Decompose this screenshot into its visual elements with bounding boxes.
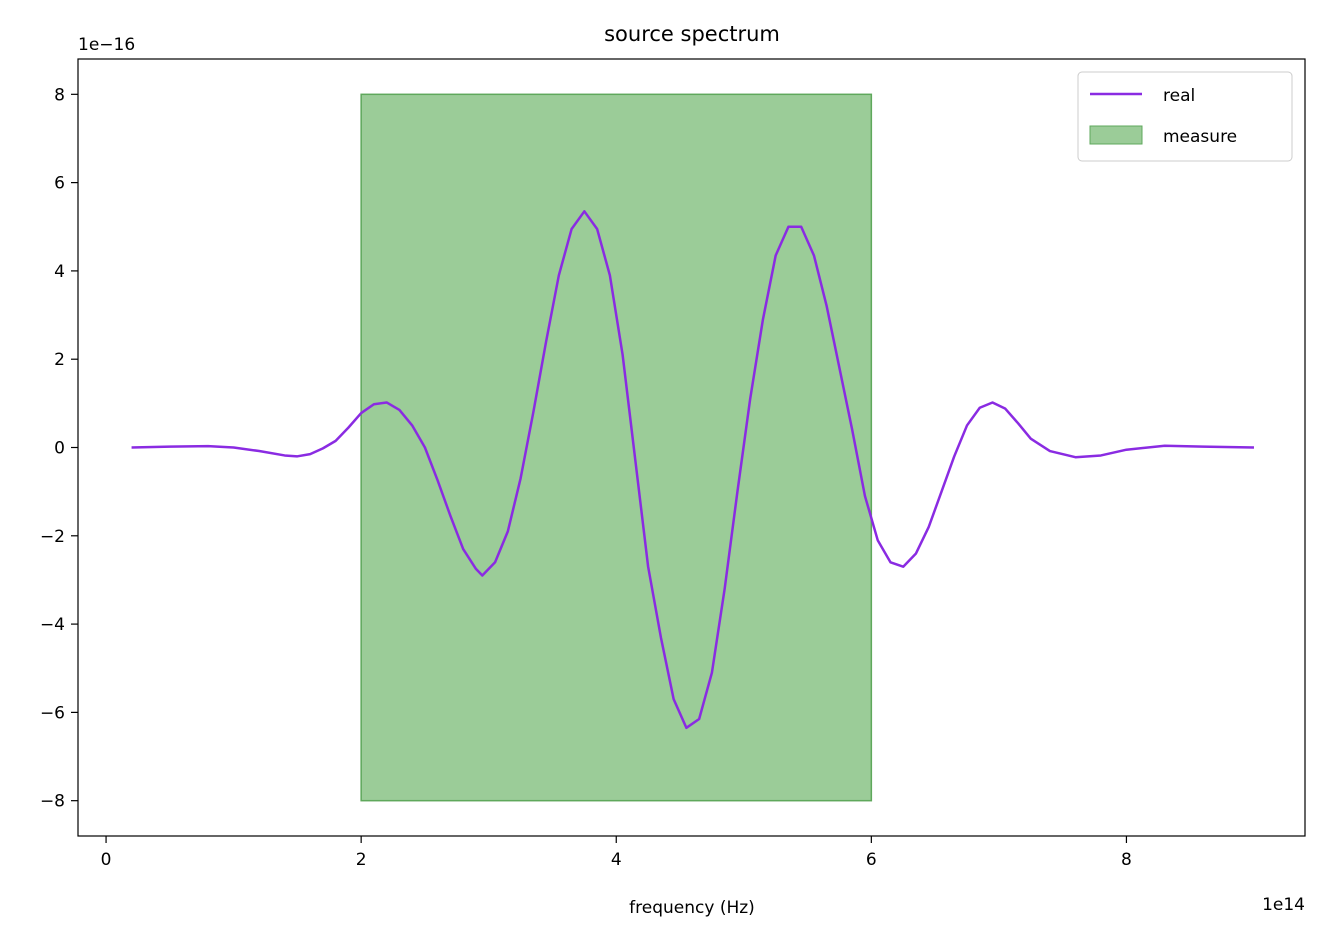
y-offset-label: 1e−16 [78, 35, 135, 55]
y-tick-label: 6 [54, 174, 65, 194]
series-line-real [131, 210, 1255, 730]
span-measure [360, 93, 873, 802]
legend-real-label: real [1163, 86, 1195, 106]
x-tick-label: 0 [101, 850, 112, 870]
y-tick-label: −6 [40, 703, 65, 723]
y-tick-label: 0 [54, 439, 65, 459]
x-ticks: 0 2 4 6 8 [101, 836, 1132, 870]
legend: real measure [1077, 71, 1293, 162]
legend-measure-swatch [1089, 125, 1143, 145]
y-tick-label: 4 [54, 262, 65, 282]
x-tick-label: 8 [1121, 850, 1132, 870]
plot-area: 0 2 4 6 8 −8 −6 −4 −2 0 2 4 6 8 [40, 58, 1306, 870]
span-layer [360, 93, 873, 802]
x-tick-label: 6 [866, 850, 877, 870]
legend-measure-label: measure [1163, 127, 1237, 147]
y-tick-label: −8 [40, 792, 65, 812]
x-offset-label: 1e14 [1262, 895, 1305, 915]
chart-title: source spectrum [604, 22, 780, 46]
y-tick-label: −2 [40, 527, 65, 547]
x-tick-label: 4 [611, 850, 622, 870]
y-tick-label: −4 [40, 615, 65, 635]
y-tick-label: 8 [54, 85, 65, 105]
y-tick-label: 2 [54, 350, 65, 370]
y-ticks: −8 −6 −4 −2 0 2 4 6 8 [40, 85, 78, 812]
x-tick-label: 2 [356, 850, 367, 870]
x-axis-label: frequency (Hz) [629, 898, 755, 918]
series-layer [131, 210, 1255, 730]
